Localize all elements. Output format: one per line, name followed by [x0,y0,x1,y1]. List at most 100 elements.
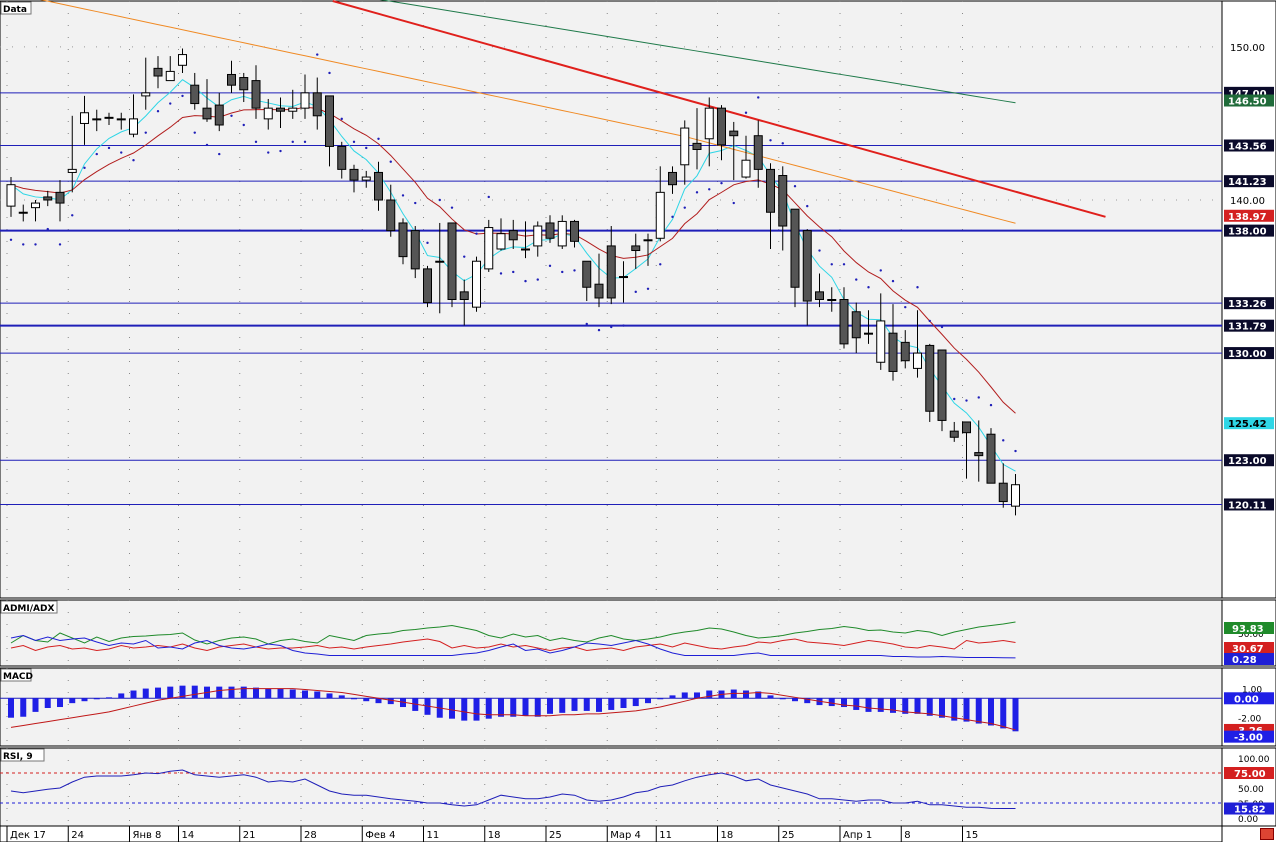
sar-dot [695,191,699,194]
rsi-tag-label: 15.82 [1234,805,1266,816]
x-tick-label: 28 [304,830,317,841]
level-tag-label: 138.00 [1228,227,1267,238]
macd-bar [975,698,982,724]
candle [227,60,236,93]
candle-body [410,230,420,270]
macd-bar [657,698,664,700]
candle [851,302,861,354]
candle [864,310,873,344]
candle-body [570,220,579,242]
macd-bar [216,686,223,699]
macd-bar [706,690,713,699]
sar-dot [303,140,307,144]
macd-bar [302,690,308,699]
macd-bar [755,691,762,699]
candle [606,226,616,305]
candle-body [484,227,494,270]
sar-dot [561,270,564,274]
ma-tag-label: 125.42 [1228,419,1267,430]
candle [815,273,824,308]
sar-dot [205,143,209,147]
macd-bar [363,698,370,702]
candle [974,420,984,482]
candle [655,166,665,242]
sar-dot [928,319,931,323]
candle-body [80,112,89,124]
macd-bar [865,698,872,712]
candle-body [435,260,445,263]
level-tag-bg [1224,319,1274,332]
candle [55,180,65,222]
macd-bar [375,698,382,704]
candle [704,97,714,167]
sar-dot [156,110,160,113]
sar-dot [891,279,895,283]
sar-dot [634,290,637,294]
candle [43,190,53,207]
candle [741,135,751,179]
sar-dot [487,195,490,199]
sar-dot [132,159,135,162]
level-tag-label: 141.23 [1228,177,1267,188]
candle-body [729,130,739,137]
candle-body [129,118,138,135]
macd-bar [93,698,100,700]
candle-body [325,95,334,147]
macd-bar [571,698,578,711]
level-tag-bg [1224,175,1274,188]
x-tick-label: Мар 4 [610,830,641,841]
candle-body [337,145,347,170]
sar-dot [953,397,956,401]
sar-dot [916,286,919,289]
sar-dot [352,140,356,144]
sar-dot [169,102,172,105]
level-tag [1224,347,1274,360]
candle [165,56,175,82]
candle [300,74,310,119]
ma-slow-line [39,0,1016,224]
macd-bar [228,686,235,699]
sar-dot [597,328,601,332]
price-panel-title-bg [0,1,32,15]
candle-body [508,230,518,241]
macd-bar [926,698,933,716]
candle-body [116,118,126,121]
adx-tick-label: 50.00 [1238,630,1264,640]
level-tag-label: 143.56 [1228,142,1267,153]
candle-body [374,171,383,201]
macd-bar [191,685,198,699]
macd-bar [277,688,284,699]
sar-dot [683,206,686,209]
macd-bar [130,690,137,699]
candle-body [582,260,592,288]
sar-dot [781,142,784,145]
candle-body [704,107,714,140]
ma-tag-label: 138.97 [1228,212,1267,223]
candle-body [423,268,432,304]
candle-body [276,107,285,112]
rsi-tick-label: 50.00 [1238,785,1264,795]
sar-dot [193,131,196,134]
candle-body [741,159,751,178]
level-tag-label: 130.00 [1228,349,1267,360]
candle [18,204,28,222]
candle-body [631,245,641,252]
level-tag [1224,139,1274,152]
x-tick-label: 8 [904,830,910,841]
sar-dot [46,227,49,231]
candle-body [312,92,322,117]
candle-body [753,135,763,170]
candle [398,218,408,265]
candle-body [496,233,506,250]
sar-dot [377,137,380,140]
candle-body [227,73,236,86]
candle [80,95,89,145]
macd-bar [596,698,602,712]
sar-dot [230,114,233,118]
x-tick-label: 21 [243,830,256,841]
macd-bar [608,698,615,710]
maximize-icon[interactable] [1260,828,1274,840]
level-tag-label: 133.26 [1228,299,1267,310]
macd-bar [1000,698,1007,729]
candle [766,163,775,249]
